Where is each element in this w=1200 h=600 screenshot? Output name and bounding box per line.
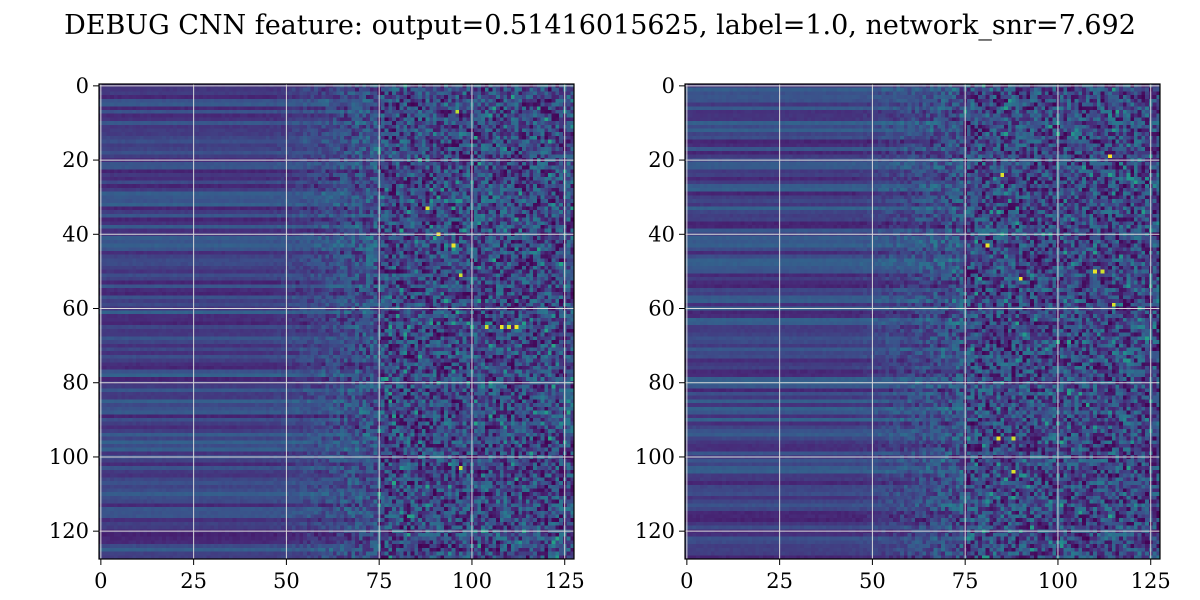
y-tick-label: 100	[635, 445, 675, 469]
axes-frame	[684, 83, 1161, 560]
x-tick-label: 0	[680, 569, 693, 593]
x-tick-label: 50	[273, 569, 300, 593]
y-tick-label: 80	[648, 371, 675, 395]
x-tick-label: 25	[766, 569, 793, 593]
heatmap-panel-left: 0 25 50 75 100 125 0 20 40 60 80 100 120	[49, 74, 585, 593]
x-tick-label: 125	[545, 569, 585, 593]
heatmap-panel-right: 0 25 50 75 100 125 0 20 40 60 80 100 120	[635, 74, 1171, 593]
y-tick-label: 40	[648, 222, 675, 246]
x-tick-label: 75	[366, 569, 393, 593]
y-tick-label: 120	[49, 519, 89, 543]
y-tick-label: 20	[648, 148, 675, 172]
x-tick-label: 50	[859, 569, 886, 593]
y-tick-label: 60	[648, 297, 675, 321]
figure-title: DEBUG CNN feature: output=0.51416015625,…	[64, 10, 1136, 41]
y-tick-label: 120	[635, 519, 675, 543]
y-tick-label: 40	[62, 222, 89, 246]
x-tick-label: 25	[180, 569, 207, 593]
heatmap-image	[685, 84, 1160, 559]
y-tick-label: 60	[62, 297, 89, 321]
x-tick-label: 125	[1131, 569, 1171, 593]
x-tick-label: 75	[952, 569, 979, 593]
y-tick-label: 100	[49, 445, 89, 469]
x-tick-label: 100	[452, 569, 492, 593]
axes-frame	[98, 83, 575, 560]
heatmap-image	[99, 84, 574, 559]
y-tick-label: 20	[62, 148, 89, 172]
x-tick-label: 100	[1038, 569, 1078, 593]
y-tick-label: 80	[62, 371, 89, 395]
y-tick-label: 0	[662, 74, 675, 98]
y-tick-label: 0	[76, 74, 89, 98]
x-tick-label: 0	[94, 569, 107, 593]
